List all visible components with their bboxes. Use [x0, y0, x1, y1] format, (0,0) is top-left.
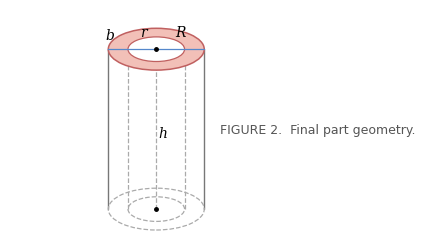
Text: b: b — [106, 29, 115, 43]
Text: R: R — [175, 26, 185, 40]
Text: h: h — [158, 127, 167, 141]
Ellipse shape — [128, 37, 184, 62]
Ellipse shape — [108, 28, 204, 70]
Text: FIGURE 2.  Final part geometry.: FIGURE 2. Final part geometry. — [220, 124, 416, 137]
Text: r: r — [140, 26, 147, 40]
